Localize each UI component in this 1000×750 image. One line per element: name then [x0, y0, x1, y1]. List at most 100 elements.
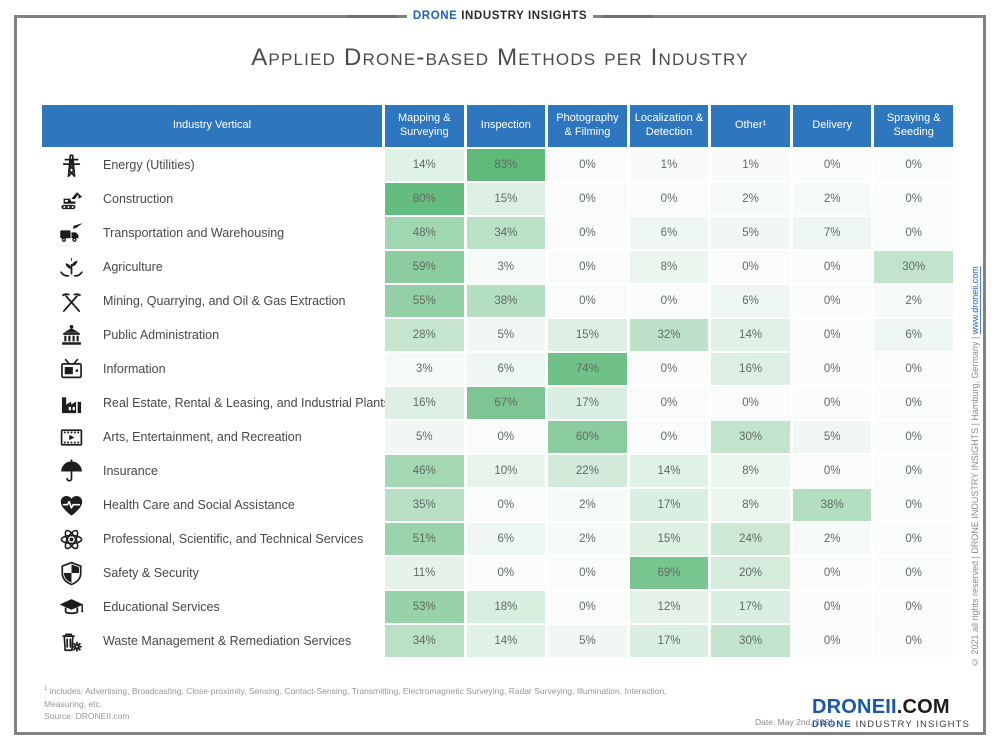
value-cell: 6% [466, 353, 546, 385]
shield-icon [55, 560, 87, 587]
page-title: Applied Drone-based Methods per Industry [251, 44, 749, 71]
date-label: Date: May 2nd, 2021 [755, 717, 834, 727]
value-cell: 0% [874, 591, 953, 623]
banner-rest-word: INDUSTRY INSIGHTS [457, 10, 588, 22]
value-cell: 0% [629, 183, 709, 215]
value-cell: 0% [874, 183, 953, 215]
film-strip-icon [55, 424, 87, 451]
value-cell: 2% [548, 489, 627, 521]
value-cell: 8% [629, 251, 709, 283]
footnote-text: includes: Advertising, Broadcasting, Clo… [44, 685, 667, 709]
value-cell: 14% [711, 319, 790, 351]
industry-label: Energy (Utilities) [103, 158, 195, 172]
value-cell: 5% [711, 217, 790, 249]
footnote-mark: 1 [44, 685, 48, 692]
industry-cell: Agriculture [42, 251, 382, 283]
value-cell: 1% [711, 149, 790, 181]
value-cell: 10% [466, 455, 546, 487]
value-cell: 0% [548, 183, 627, 215]
value-cell: 0% [548, 557, 627, 589]
value-cell: 0% [874, 217, 953, 249]
value-cell: 3% [385, 353, 464, 385]
value-cell: 17% [711, 591, 790, 623]
industry-label: Agriculture [103, 260, 163, 274]
value-cell: 53% [385, 591, 464, 623]
value-cell: 0% [629, 421, 709, 453]
value-cell: 2% [792, 183, 872, 215]
banner-line-right [603, 14, 654, 18]
value-cell: 14% [385, 149, 464, 181]
value-cell: 0% [792, 455, 872, 487]
value-cell: 16% [385, 387, 464, 419]
value-cell: 34% [385, 625, 464, 657]
value-cell: 0% [792, 591, 872, 623]
industry-cell: Real Estate, Rental & Leasing, and Indus… [42, 387, 390, 419]
value-cell: 0% [874, 421, 953, 453]
value-cell: 14% [629, 455, 709, 487]
factory-icon [55, 390, 87, 417]
value-cell: 17% [629, 625, 709, 657]
column-header: Inspection [466, 105, 546, 147]
industry-label: Mining, Quarrying, and Oil & Gas Extract… [103, 294, 346, 308]
value-cell: 0% [711, 251, 790, 283]
value-cell: 38% [792, 489, 872, 521]
value-cell: 0% [466, 421, 546, 453]
value-cell: 0% [548, 285, 627, 317]
value-cell: 0% [792, 625, 872, 657]
heart-pulse-icon [55, 492, 87, 519]
value-cell: 60% [548, 421, 627, 453]
government-building-icon [55, 322, 87, 349]
value-cell: 6% [466, 523, 546, 555]
atom-icon [55, 526, 87, 553]
value-cell: 0% [466, 489, 546, 521]
industry-label: Waste Management & Remediation Services [103, 634, 352, 648]
industry-cell: Safety & Security [42, 557, 382, 589]
value-cell: 12% [629, 591, 709, 623]
value-cell: 59% [385, 251, 464, 283]
trash-gear-icon [55, 628, 87, 655]
column-header: Localization & Detection [629, 105, 709, 147]
industry-cell: Mining, Quarrying, and Oil & Gas Extract… [42, 285, 382, 317]
value-cell: 0% [792, 319, 872, 351]
value-cell: 17% [629, 489, 709, 521]
value-cell: 6% [874, 319, 953, 351]
value-cell: 7% [792, 217, 872, 249]
value-cell: 5% [792, 421, 872, 453]
value-cell: 0% [466, 557, 546, 589]
value-cell: 46% [385, 455, 464, 487]
value-cell: 69% [629, 557, 709, 589]
value-cell: 0% [548, 149, 627, 181]
value-cell: 1% [629, 149, 709, 181]
industry-label: Arts, Entertainment, and Recreation [103, 430, 302, 444]
value-cell: 15% [548, 319, 627, 351]
value-cell: 8% [711, 489, 790, 521]
value-cell: 0% [792, 149, 872, 181]
column-header-industry: Industry Vertical [42, 105, 382, 147]
value-cell: 20% [711, 557, 790, 589]
value-cell: 5% [466, 319, 546, 351]
droneii-link[interactable]: www.droneii.com [970, 266, 980, 335]
industry-label: Professional, Scientific, and Technical … [103, 532, 364, 546]
value-cell: 30% [711, 421, 790, 453]
logo-droneii-word: DRONEII [812, 696, 897, 718]
value-cell: 22% [548, 455, 627, 487]
plant-hands-icon [55, 254, 87, 281]
value-cell: 0% [792, 285, 872, 317]
value-cell: 35% [385, 489, 464, 521]
industry-cell: Insurance [42, 455, 382, 487]
value-cell: 38% [466, 285, 546, 317]
value-cell: 15% [629, 523, 709, 555]
top-banner: DRONE INDUSTRY INSIGHTS [0, 5, 1000, 27]
value-cell: 67% [466, 387, 546, 419]
value-cell: 55% [385, 285, 464, 317]
industry-cell: Transportation and Warehousing [42, 217, 382, 249]
value-cell: 32% [629, 319, 709, 351]
value-cell: 18% [466, 591, 546, 623]
copyright-text: © 2021 all rights reserved | DRONE INDUS… [970, 334, 980, 667]
methods-table: Industry Vertical Mapping & Surveying Insp… [42, 105, 953, 657]
value-cell: 0% [874, 523, 953, 555]
industry-cell: Health Care and Social Assistance [42, 489, 382, 521]
tv-icon [55, 356, 87, 383]
value-cell: 3% [466, 251, 546, 283]
industry-cell: Energy (Utilities) [42, 149, 382, 181]
